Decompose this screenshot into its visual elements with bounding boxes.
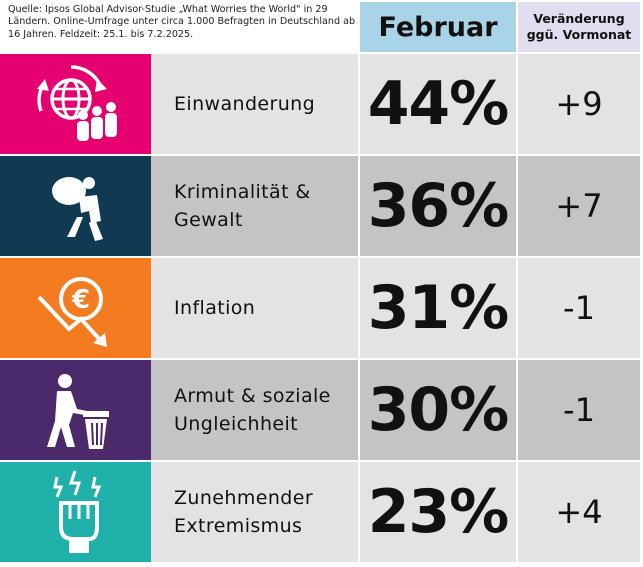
- row-value: 31%: [360, 258, 516, 358]
- table-header: Quelle: Ipsos Global Advisor-Studie „Wha…: [0, 0, 643, 52]
- row-icon-cell: [0, 360, 151, 460]
- table-row: € Inflation 31% -1: [0, 258, 643, 358]
- thief-icon: [51, 177, 103, 241]
- column-header-change: Veränderung ggü. Vormonat: [518, 2, 640, 52]
- row-label: Einwanderung: [151, 54, 358, 154]
- poverty-trash-icon: [46, 374, 109, 449]
- column-header-february: Februar: [360, 2, 516, 52]
- euro-decline-icon: €: [37, 277, 107, 347]
- row-value: 30%: [360, 360, 516, 460]
- table-row: Kriminalität & Gewalt 36% +7: [0, 156, 643, 256]
- row-value: 23%: [360, 462, 516, 562]
- globe-migration-icon: [36, 65, 117, 141]
- column-header-change-line2: ggü. Vormonat: [526, 27, 632, 42]
- row-icon-cell: [0, 462, 151, 562]
- row-value: 36%: [360, 156, 516, 256]
- row-label: Armut & soziale Ungleichheit: [151, 360, 358, 460]
- svg-text:€: €: [70, 285, 89, 315]
- raised-fist-icon: [52, 470, 101, 553]
- row-change: -1: [518, 360, 640, 460]
- row-icon-cell: [0, 156, 151, 256]
- table-row: Einwanderung 44% +9: [0, 54, 643, 154]
- row-change: +7: [518, 156, 640, 256]
- row-icon-cell: [0, 54, 151, 154]
- source-note: Quelle: Ipsos Global Advisor-Studie „Wha…: [8, 4, 356, 40]
- table-row: Zunehmender Extremismus 23% +4: [0, 462, 643, 562]
- row-label: Zunehmender Extremismus: [151, 462, 358, 562]
- row-icon-cell: €: [0, 258, 151, 358]
- row-change: +9: [518, 54, 640, 154]
- row-change: +4: [518, 462, 640, 562]
- table-row: Armut & soziale Ungleichheit 30% -1: [0, 360, 643, 460]
- row-value: 44%: [360, 54, 516, 154]
- row-change: -1: [518, 258, 640, 358]
- row-label: Kriminalität & Gewalt: [151, 156, 358, 256]
- column-header-change-line1: Veränderung: [533, 11, 625, 26]
- row-label: Inflation: [151, 258, 358, 358]
